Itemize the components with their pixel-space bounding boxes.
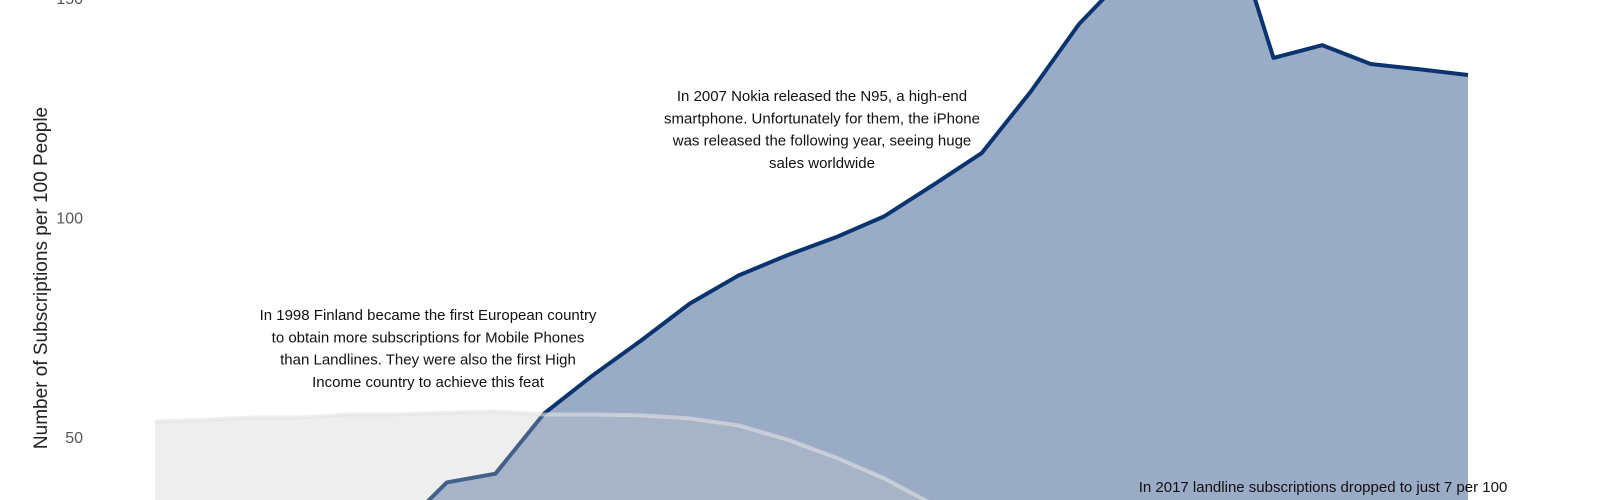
y-tick-label: 50: [65, 430, 83, 447]
annotation: sales worldwide: [769, 155, 875, 172]
area: [155, 0, 1468, 500]
annotation: Income country to achieve this feat: [312, 374, 545, 391]
y-tick-label: 100: [56, 211, 83, 228]
annotation: In 1998 Finland became the first Europea…: [260, 307, 597, 324]
y-axis-label: Number of Subscriptions per 100 People: [31, 107, 52, 449]
annotation: In 2017 landline subscriptions dropped t…: [1139, 479, 1508, 496]
annotation: In 2007 Nokia released the N95, a high-e…: [677, 88, 967, 105]
area: [155, 411, 1468, 500]
y-tick-label: 150: [56, 0, 83, 8]
annotation: smartphone. Unfortunately for them, the …: [664, 110, 980, 127]
line: [426, 0, 1469, 500]
plot-area: [154, 0, 1469, 500]
annotation: than Landlines. They were also the first…: [280, 352, 576, 369]
line: [154, 409, 930, 500]
annotation: to obtain more subscriptions for Mobile …: [272, 329, 585, 346]
annotation: was released the following year, seeing …: [672, 133, 972, 150]
